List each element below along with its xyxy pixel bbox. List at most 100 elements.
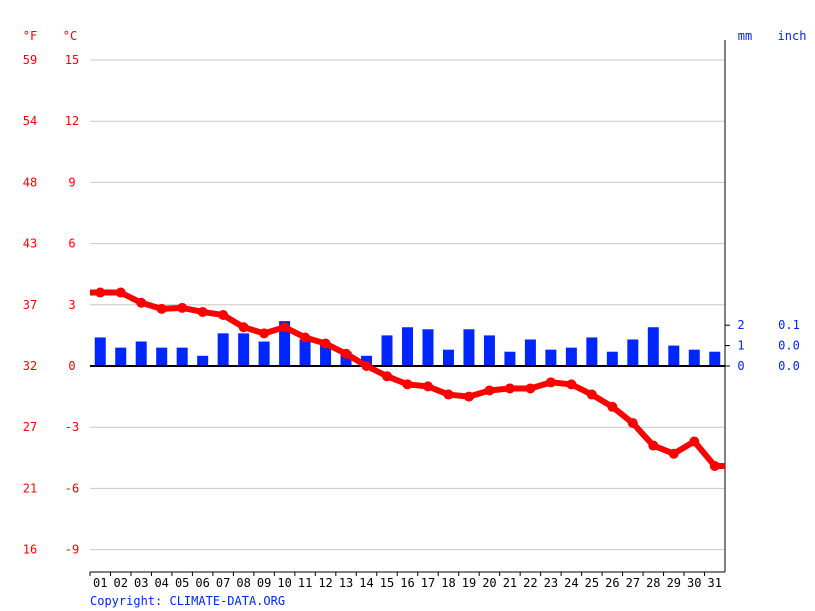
day-label: 12 <box>318 576 332 590</box>
celsius-tick-label: 6 <box>68 237 75 251</box>
temperature-point <box>607 401 618 412</box>
day-label: 08 <box>236 576 250 590</box>
temperature-point <box>709 460 720 471</box>
precipitation-bar <box>176 347 188 366</box>
mm-unit-label: mm <box>738 29 752 43</box>
day-label: 01 <box>93 576 107 590</box>
temperature-point <box>95 287 106 298</box>
temperature-point <box>668 448 679 459</box>
precipitation-bar <box>442 349 454 366</box>
precipitation-bar <box>668 345 680 366</box>
day-label: 13 <box>339 576 353 590</box>
precipitation-bar <box>606 351 618 366</box>
temperature-point <box>197 306 208 317</box>
copyright-text: Copyright: CLIMATE-DATA.ORG <box>90 594 286 608</box>
day-label: 26 <box>605 576 619 590</box>
fahrenheit-tick-label: 37 <box>23 298 37 312</box>
precipitation-bar <box>647 327 659 366</box>
precipitation-bar <box>709 351 721 366</box>
fahrenheit-tick-label: 54 <box>23 114 37 128</box>
precipitation-bar <box>361 355 373 366</box>
day-label: 30 <box>687 576 701 590</box>
day-label: 02 <box>113 576 127 590</box>
temperature-point <box>525 383 536 394</box>
temperature-point <box>115 287 126 298</box>
day-label: 29 <box>667 576 681 590</box>
precipitation-bar <box>504 351 516 366</box>
precipitation-bar <box>94 337 106 366</box>
day-label: 19 <box>462 576 476 590</box>
day-label: 15 <box>380 576 394 590</box>
day-label: 03 <box>134 576 148 590</box>
precipitation-bar <box>135 341 147 366</box>
day-label: 25 <box>585 576 599 590</box>
precipitation-bar <box>340 351 352 366</box>
precipitation-bar <box>115 347 127 366</box>
precipitation-bar <box>258 341 270 366</box>
precipitation-bar <box>402 327 413 366</box>
day-label: 07 <box>216 576 230 590</box>
precipitation-bar <box>217 333 229 366</box>
temperature-point <box>504 383 515 394</box>
day-label: 31 <box>708 576 722 590</box>
temperature-point <box>320 338 331 349</box>
fahrenheit-tick-label: 21 <box>23 481 37 495</box>
day-label: 23 <box>544 576 558 590</box>
precipitation-bar <box>197 355 209 366</box>
mm-tick-label: 1 <box>737 339 744 353</box>
temperature-point <box>443 389 454 400</box>
temperature-point <box>382 371 393 382</box>
temperature-point <box>259 328 270 339</box>
day-label: 16 <box>400 576 414 590</box>
temperature-point <box>566 379 577 390</box>
precipitation-bar <box>156 347 168 366</box>
precipitation-bar <box>627 339 639 366</box>
day-label: 24 <box>564 576 578 590</box>
precipitation-bar <box>545 349 557 366</box>
fahrenheit-tick-label: 59 <box>23 53 37 67</box>
celsius-tick-label: -9 <box>65 543 79 557</box>
temperature-point <box>648 440 659 451</box>
celsius-tick-label: 12 <box>65 114 79 128</box>
day-label: 06 <box>195 576 209 590</box>
temperature-point <box>545 377 556 388</box>
precipitation-bar <box>381 335 393 366</box>
celsius-tick-label: -3 <box>65 420 79 434</box>
inch-tick-label: 0.0 <box>778 359 800 373</box>
temperature-point <box>136 297 147 308</box>
temperature-point <box>238 322 249 333</box>
fahrenheit-tick-label: 43 <box>23 237 37 251</box>
precipitation-bar <box>565 347 577 366</box>
day-label: 09 <box>257 576 271 590</box>
temperature-line <box>90 289 725 469</box>
day-label: 21 <box>503 576 517 590</box>
day-label: 20 <box>482 576 496 590</box>
celsius-tick-label: 0 <box>68 359 75 373</box>
day-label: 28 <box>646 576 660 590</box>
temperature-point <box>341 348 352 359</box>
fahrenheit-tick-label: 48 <box>23 175 37 189</box>
precipitation-bar <box>320 344 332 366</box>
temperature-point <box>627 418 638 429</box>
day-label: 10 <box>277 576 291 590</box>
day-label: 04 <box>154 576 168 590</box>
day-label: 05 <box>175 576 189 590</box>
celsius-unit-label: °C <box>63 29 77 43</box>
temperature-point <box>218 310 229 320</box>
inch-tick-label: 0.0 <box>778 339 800 353</box>
celsius-tick-label: 15 <box>65 53 79 67</box>
precipitation-bar <box>483 335 495 366</box>
celsius-tick-label: 9 <box>68 175 75 189</box>
fahrenheit-unit-label: °F <box>23 29 37 43</box>
fahrenheit-tick-label: 16 <box>23 543 37 557</box>
temperature-point <box>422 381 433 392</box>
inch-unit-label: inch <box>778 29 807 43</box>
temperature-point <box>177 302 188 313</box>
day-label: 18 <box>441 576 455 590</box>
fahrenheit-tick-label: 32 <box>23 359 37 373</box>
mm-tick-label: 0 <box>737 359 744 373</box>
celsius-tick-label: 3 <box>68 298 75 312</box>
temperature-point <box>279 322 290 333</box>
precipitation-bar <box>688 349 700 366</box>
